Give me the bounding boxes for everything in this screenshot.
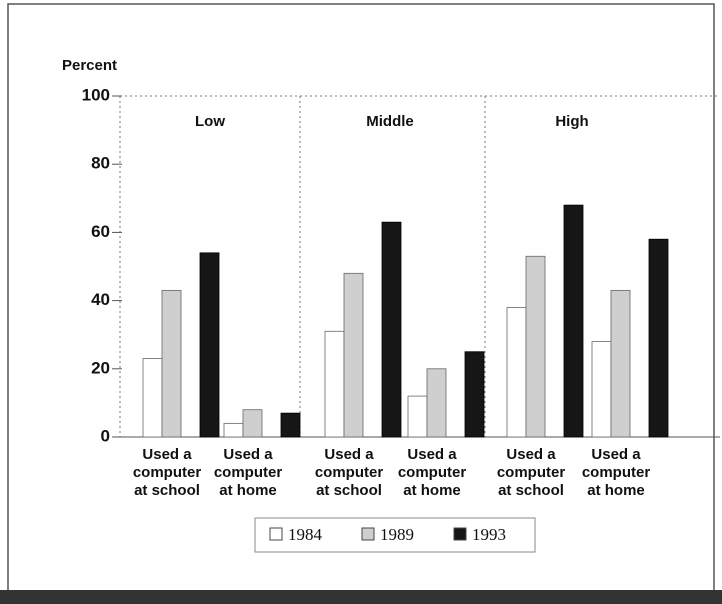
bar bbox=[199, 252, 220, 438]
legend-label: 1989 bbox=[380, 525, 414, 544]
bar bbox=[324, 330, 345, 438]
legend bbox=[254, 517, 536, 553]
x-tick-label: at school bbox=[134, 482, 200, 499]
x-tick-label: at school bbox=[316, 482, 382, 499]
x-tick-label: Used a bbox=[324, 446, 374, 463]
legend-swatch bbox=[453, 527, 467, 541]
x-tick-label: at home bbox=[219, 482, 277, 499]
bar bbox=[343, 272, 364, 438]
x-tick-label: Used a bbox=[142, 446, 192, 463]
y-tick-label: 40 bbox=[91, 290, 110, 309]
x-tick-label: computer bbox=[497, 464, 566, 481]
bar bbox=[506, 307, 527, 438]
bar bbox=[407, 395, 428, 438]
legend-label: 1984 bbox=[288, 525, 323, 544]
y-tick-label: 80 bbox=[91, 154, 110, 173]
bar bbox=[142, 358, 163, 438]
panel-title: Low bbox=[195, 113, 225, 130]
x-tick-label: Used a bbox=[407, 446, 457, 463]
panel-title: High bbox=[555, 113, 588, 130]
legend-label: 1993 bbox=[472, 525, 506, 544]
bar bbox=[223, 422, 244, 438]
y-tick-label: 60 bbox=[91, 222, 110, 241]
x-tick-label: computer bbox=[582, 464, 651, 481]
bar bbox=[280, 412, 301, 438]
x-tick-label: computer bbox=[398, 464, 467, 481]
legend-swatch bbox=[269, 527, 283, 541]
panel-title: Middle bbox=[366, 113, 414, 130]
bar bbox=[426, 368, 447, 438]
y-tick-label: 20 bbox=[91, 358, 110, 377]
x-tick-label: Used a bbox=[506, 446, 556, 463]
bar bbox=[563, 204, 584, 438]
x-tick-label: at school bbox=[498, 482, 564, 499]
y-tick-label: 0 bbox=[101, 426, 110, 445]
bar bbox=[161, 289, 182, 438]
bar bbox=[648, 238, 669, 438]
legend-swatch bbox=[361, 527, 375, 541]
x-tick-label: computer bbox=[133, 464, 202, 481]
bar bbox=[610, 289, 631, 438]
x-tick-label: computer bbox=[315, 464, 384, 481]
x-tick-label: at home bbox=[587, 482, 645, 499]
x-tick-label: Used a bbox=[591, 446, 641, 463]
x-tick-label: computer bbox=[214, 464, 283, 481]
bar bbox=[591, 341, 612, 438]
bar bbox=[525, 255, 546, 438]
x-tick-label: at home bbox=[403, 482, 461, 499]
bar bbox=[381, 221, 402, 438]
x-tick-label: Used a bbox=[223, 446, 273, 463]
bar bbox=[464, 351, 485, 438]
bar bbox=[242, 409, 263, 438]
scan-edge bbox=[0, 590, 722, 604]
y-tick-label: 100 bbox=[82, 85, 110, 104]
y-axis-label: Percent bbox=[62, 57, 117, 74]
